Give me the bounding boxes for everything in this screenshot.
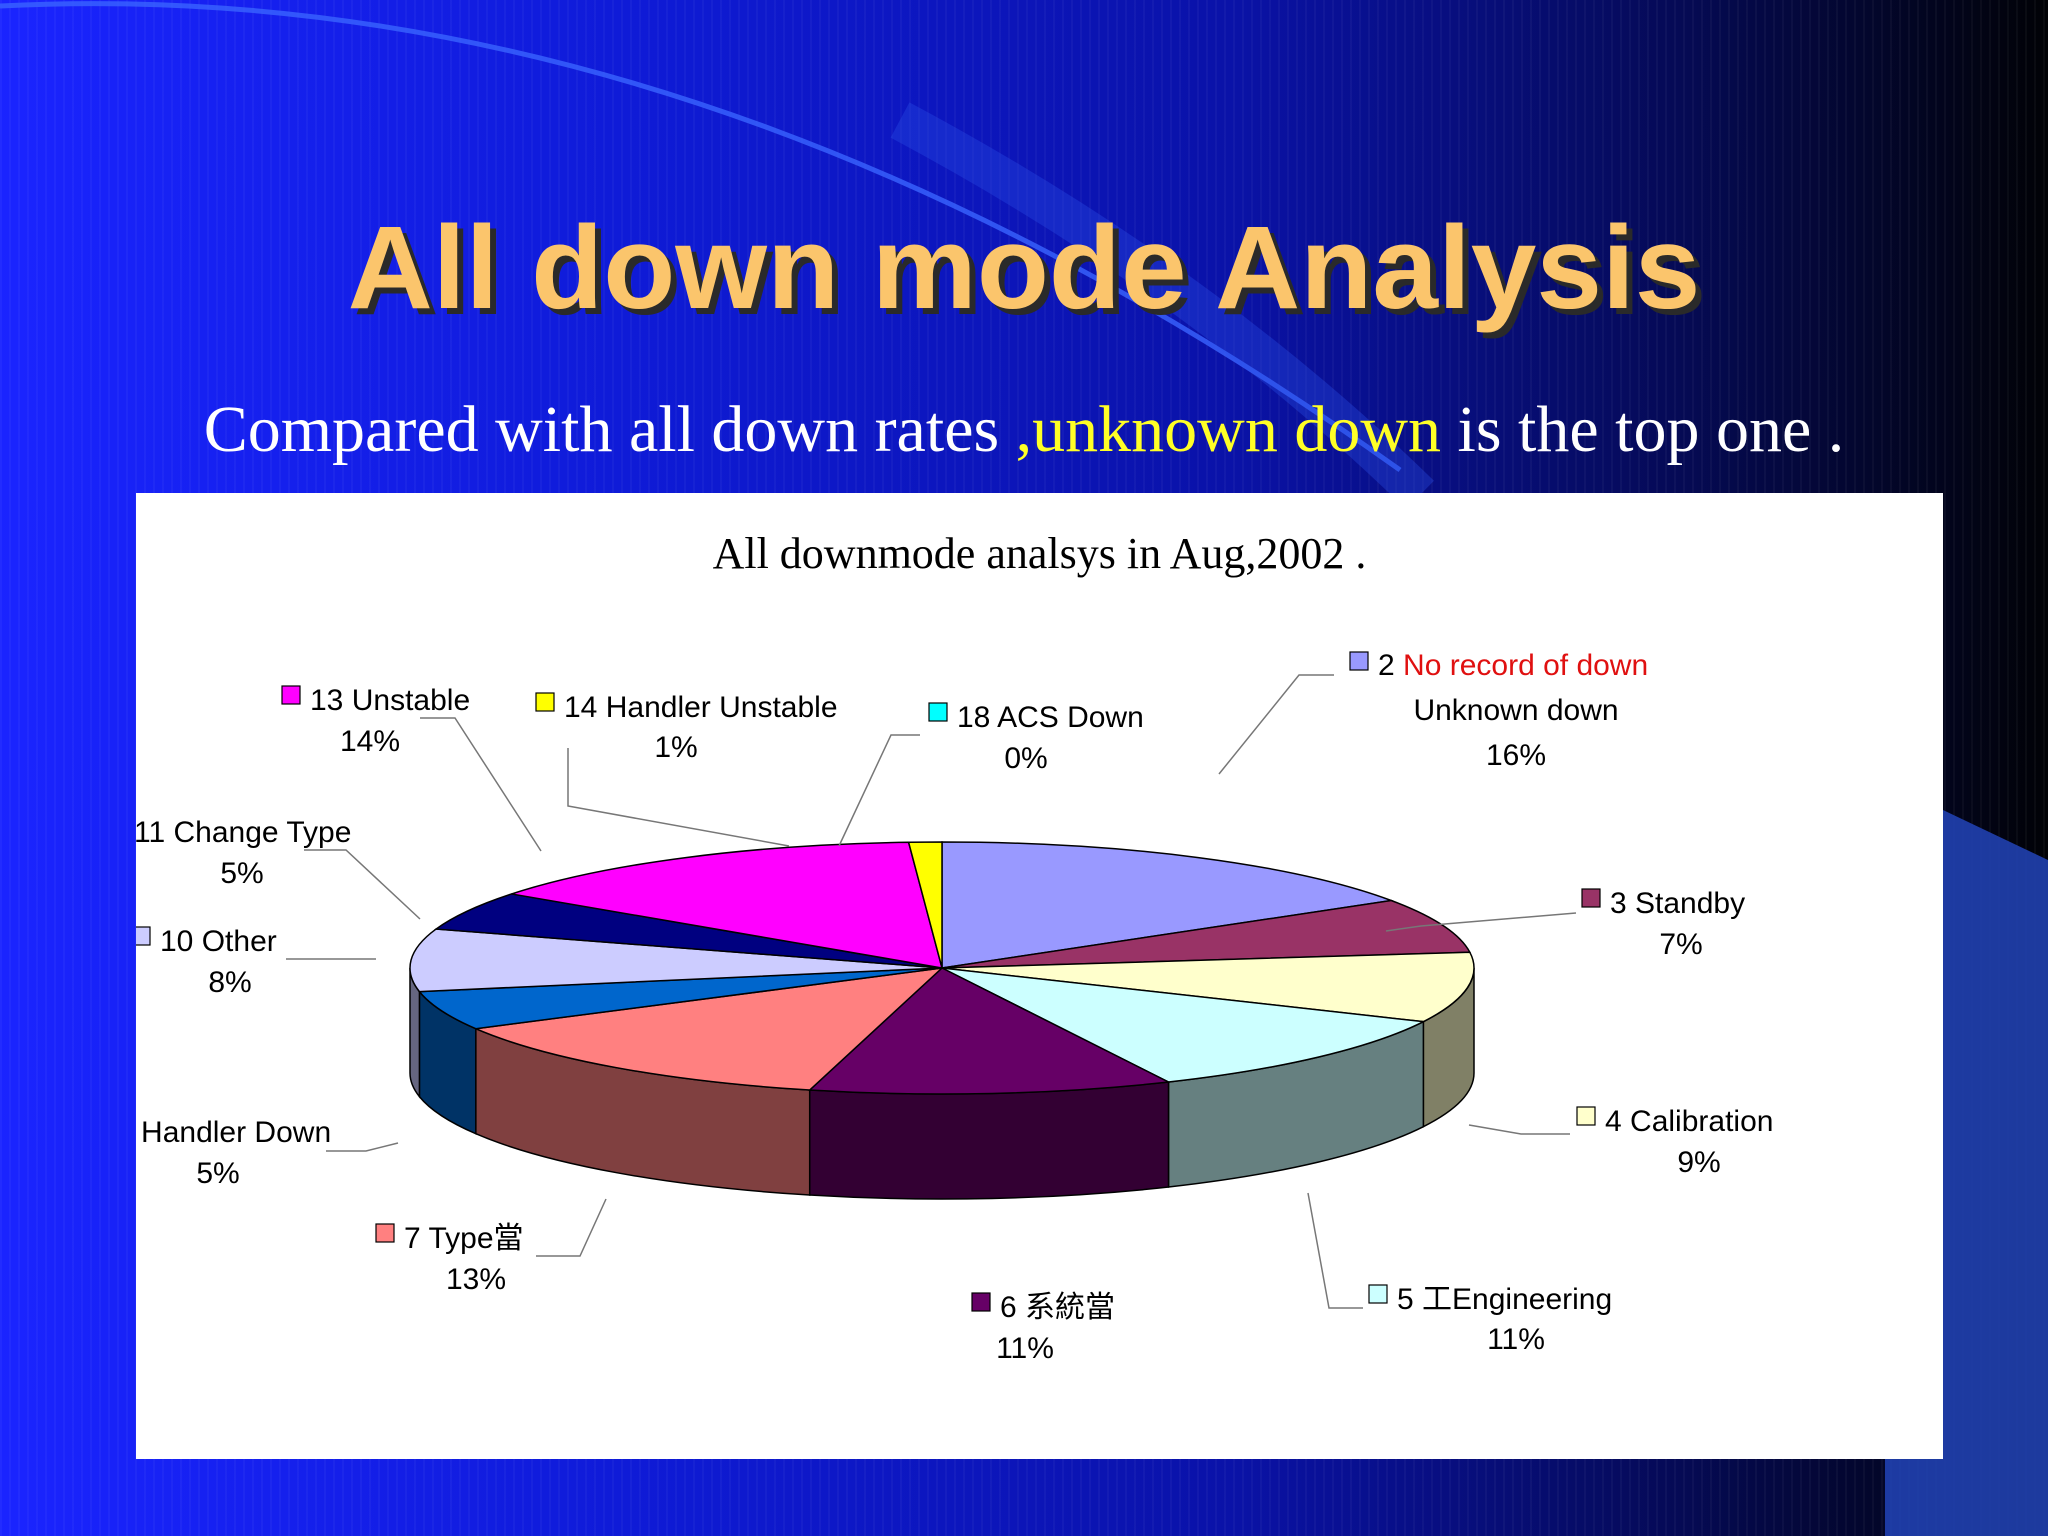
slice-percent-18: 0% xyxy=(1004,742,1047,775)
pie-slice-13 xyxy=(511,841,944,969)
leader-line-2 xyxy=(1218,674,1334,775)
leader-line-18 xyxy=(838,734,920,847)
leader-line-4 xyxy=(1468,1124,1570,1135)
pie-slice-10 xyxy=(409,928,943,993)
pie-slice-3 xyxy=(941,899,1472,969)
slide-subtitle: Compared with all down rates ,unknown do… xyxy=(0,392,2048,468)
legend-swatch-18 xyxy=(928,702,948,722)
slice-label-7: 7 Type當 xyxy=(404,1222,524,1255)
slice-percent-13: 14% xyxy=(340,725,400,758)
legend-swatch-3 xyxy=(1581,888,1601,908)
slice-label-10: 10 Other xyxy=(160,925,277,958)
slice-label-2-line2: Unknown down xyxy=(1413,694,1618,727)
leader-line-14 xyxy=(567,748,790,847)
chart-title: All downmode analsys in Aug,2002 . xyxy=(712,529,1367,578)
legend-swatch-2 xyxy=(1349,651,1369,671)
slice-label-4: 4 Calibration xyxy=(1605,1105,1773,1138)
slide-title: All down mode Analysis xyxy=(347,202,1701,334)
subtitle-highlight: ,unknown down xyxy=(1015,393,1441,466)
subtitle-text-1: Compared with all down rates xyxy=(203,393,1016,466)
pie-chart: 2 No record of down Unknown down 16% 3 Stan… xyxy=(136,649,1773,1365)
chart-panel: All downmode analsys in Aug,2002 . 2 No … xyxy=(136,493,1943,1459)
slice-label-6: 6 系統當 xyxy=(1000,1291,1115,1324)
slice-percent-8: 5% xyxy=(196,1157,239,1190)
slice-percent-10: 8% xyxy=(208,966,251,999)
slice-label-8: 8 Handler Down xyxy=(136,1116,331,1149)
slice-percent-14: 1% xyxy=(654,731,697,764)
legend-swatch-14 xyxy=(535,692,555,712)
slice-percent-11: 5% xyxy=(220,857,263,890)
pie-slice-14 xyxy=(907,841,943,969)
slice-percent-6: 11% xyxy=(996,1332,1054,1365)
legend-swatch-6 xyxy=(971,1292,991,1312)
legend-swatch-7 xyxy=(375,1223,395,1243)
leader-line-11 xyxy=(304,849,421,920)
pie-side-6 xyxy=(808,1081,1170,1200)
slice-label-5: 5 工Engineering xyxy=(1397,1283,1612,1316)
pie-sides xyxy=(409,967,1475,1200)
legend-swatch-10 xyxy=(136,926,151,946)
slice-label-3: 3 Standby xyxy=(1610,887,1745,920)
slice-label-13: 13 Unstable xyxy=(310,684,470,717)
slice-label-14: 14 Handler Unstable xyxy=(564,691,838,724)
legend-swatch-5 xyxy=(1368,1284,1388,1304)
legend-swatch-13 xyxy=(281,685,301,705)
pie-slice-6 xyxy=(807,967,1172,1095)
slice-percent-4: 9% xyxy=(1677,1146,1720,1179)
pie-slice-11 xyxy=(433,893,943,969)
pie-top xyxy=(409,841,1475,1095)
pie-slice-2 xyxy=(941,841,1395,969)
slice-label-11: 11 Change Type xyxy=(136,816,351,849)
slice-label-18: 18 ACS Down xyxy=(957,701,1144,734)
subtitle-text-2: is the top one . xyxy=(1441,393,1845,466)
pie-slice-5 xyxy=(941,967,1426,1083)
leader-line-13 xyxy=(420,717,542,852)
pie-labels: 2 No record of down Unknown down 16% 3 Stan… xyxy=(136,649,1773,1365)
slice-percent-5: 11% xyxy=(1487,1323,1545,1356)
leader-line-8 xyxy=(326,1142,399,1152)
leader-line-5 xyxy=(1307,1192,1363,1309)
leader-line-3 xyxy=(1385,912,1577,932)
slice-percent-7: 13% xyxy=(446,1263,506,1296)
slice-label-2: 2 No record of down xyxy=(1378,649,1648,682)
pie-slice-4 xyxy=(941,951,1475,1023)
slice-percent-2: 16% xyxy=(1486,739,1546,772)
leader-line-7 xyxy=(536,1198,607,1257)
pie-slice-8 xyxy=(417,967,943,1030)
slice-percent-3: 7% xyxy=(1659,928,1702,961)
pie-slice-7 xyxy=(472,966,945,1091)
legend-swatch-4 xyxy=(1576,1106,1596,1126)
